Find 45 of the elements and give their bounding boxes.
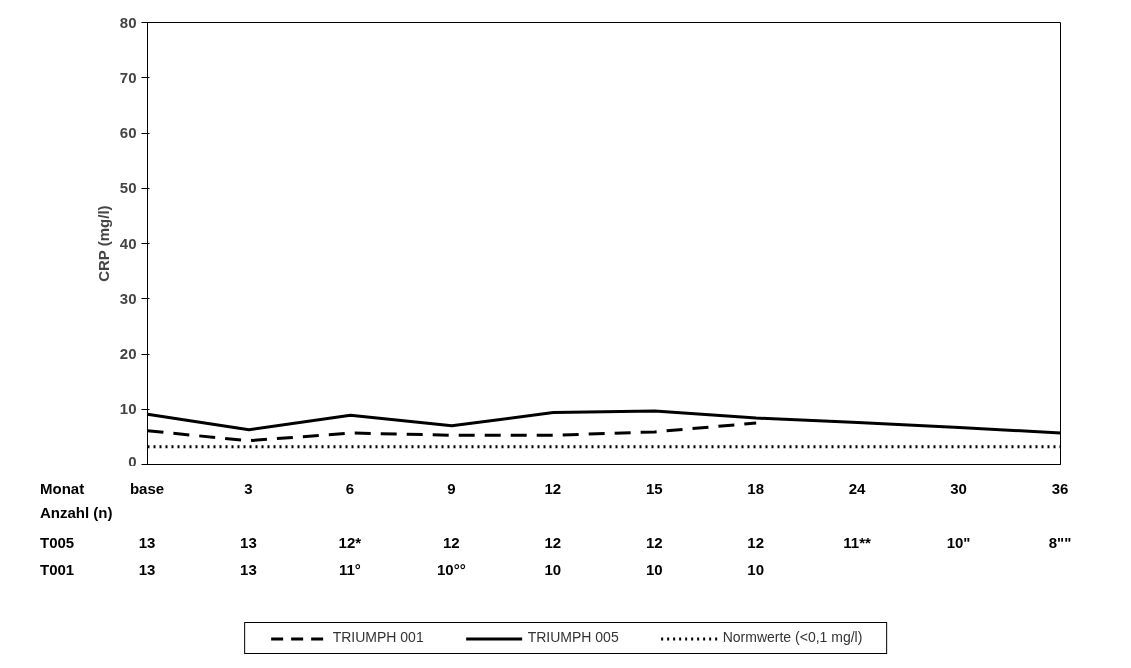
x-axis-title: Monat bbox=[40, 479, 85, 497]
text: 10°° bbox=[436, 560, 466, 578]
x-tick-label: 6 bbox=[345, 479, 355, 497]
text: Anzahl (n) bbox=[40, 503, 113, 521]
text: 13 bbox=[138, 533, 156, 551]
x-tick-label: base bbox=[129, 479, 165, 497]
x-tick-label: 36 bbox=[1051, 479, 1069, 497]
text: 10" bbox=[946, 533, 971, 551]
legend-label: TRIUMPH 001 bbox=[332, 628, 424, 645]
line-series bbox=[147, 421, 758, 443]
text: 12 bbox=[747, 533, 764, 551]
y-tick-label: 50 bbox=[119, 179, 137, 197]
y-axis-title: CRP (mg/l) bbox=[94, 205, 112, 282]
y-tick-label: 70 bbox=[119, 68, 137, 86]
y-tick-label: 30 bbox=[119, 289, 137, 307]
text: T005 bbox=[40, 533, 75, 551]
text: 10 bbox=[747, 560, 764, 578]
x-tick-label: 15 bbox=[645, 479, 663, 497]
text: 13 bbox=[240, 560, 257, 578]
x-tick-label: 3 bbox=[244, 479, 253, 497]
y-tick-label: 60 bbox=[119, 124, 137, 141]
text: 8"" bbox=[1048, 533, 1072, 551]
text: 11° bbox=[338, 560, 361, 578]
text: 12 bbox=[544, 533, 562, 551]
legend-label: Normwerte (<0,1 mg/l) bbox=[722, 628, 863, 645]
text: 10 bbox=[544, 560, 562, 578]
x-tick-label: 24 bbox=[848, 479, 866, 497]
x-tick-label: 12 bbox=[544, 479, 562, 497]
text: 10 bbox=[645, 560, 663, 578]
legend-label: TRIUMPH 005 bbox=[527, 628, 619, 645]
x-tick-label: 9 bbox=[447, 479, 456, 497]
y-tick-label: 20 bbox=[119, 345, 137, 362]
text: 13 bbox=[240, 533, 257, 551]
x-tick-label: 18 bbox=[747, 479, 764, 497]
x-tick-label: 30 bbox=[950, 479, 967, 497]
y-tick-label: 40 bbox=[119, 234, 137, 252]
text: 13 bbox=[138, 560, 156, 578]
y-tick-label: 10 bbox=[119, 400, 137, 418]
text: 12* bbox=[338, 533, 362, 551]
y-tick-label: 0 bbox=[128, 452, 137, 470]
text: 12 bbox=[645, 533, 663, 551]
text: 12 bbox=[442, 533, 460, 551]
text: T001 bbox=[40, 560, 75, 578]
y-tick-label: 80 bbox=[119, 13, 137, 31]
text: 11** bbox=[843, 533, 871, 551]
